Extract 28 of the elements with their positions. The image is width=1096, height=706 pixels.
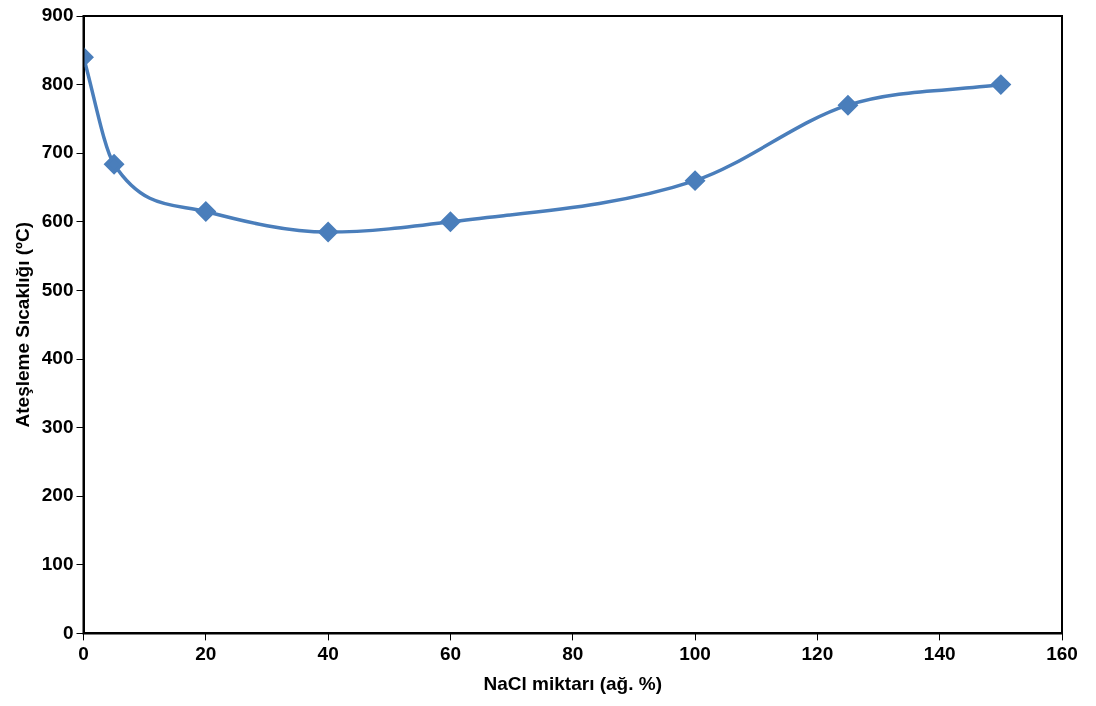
x-tick-label: 40 (317, 643, 339, 665)
y-tick-label: 400 (41, 347, 74, 369)
point (838, 95, 858, 115)
y-axis-title: Ateşleme Sıcaklığı (ºC) (11, 221, 33, 428)
y-tick-label: 900 (41, 4, 74, 26)
x-tick-label: 140 (923, 643, 956, 665)
y-tick-label: 0 (62, 621, 74, 643)
y-tick-label: 200 (41, 484, 74, 506)
x-tick-label: 120 (801, 643, 834, 665)
point (685, 170, 705, 191)
x-tick-label: 60 (439, 643, 462, 665)
y-tick-label: 700 (41, 141, 74, 163)
x-tick-label: 20 (195, 643, 217, 665)
x-tick-label: 160 (1046, 643, 1078, 665)
y-tick-label: 500 (41, 278, 74, 300)
y-tick-label: 300 (41, 415, 74, 437)
x-tick-label: 100 (679, 643, 711, 665)
x-tick-label: 0 (78, 643, 89, 665)
point (104, 154, 124, 174)
y-tick-label: 800 (41, 72, 74, 94)
x-axis-title: NaCl miktarı (ağ. %) (483, 672, 662, 694)
point (318, 222, 338, 242)
point (440, 212, 461, 232)
x-tick-label: 80 (562, 643, 584, 665)
point (991, 74, 1011, 95)
y-tick-label: 100 (41, 553, 74, 575)
y-tick-label: 600 (41, 210, 74, 232)
point (196, 201, 216, 222)
